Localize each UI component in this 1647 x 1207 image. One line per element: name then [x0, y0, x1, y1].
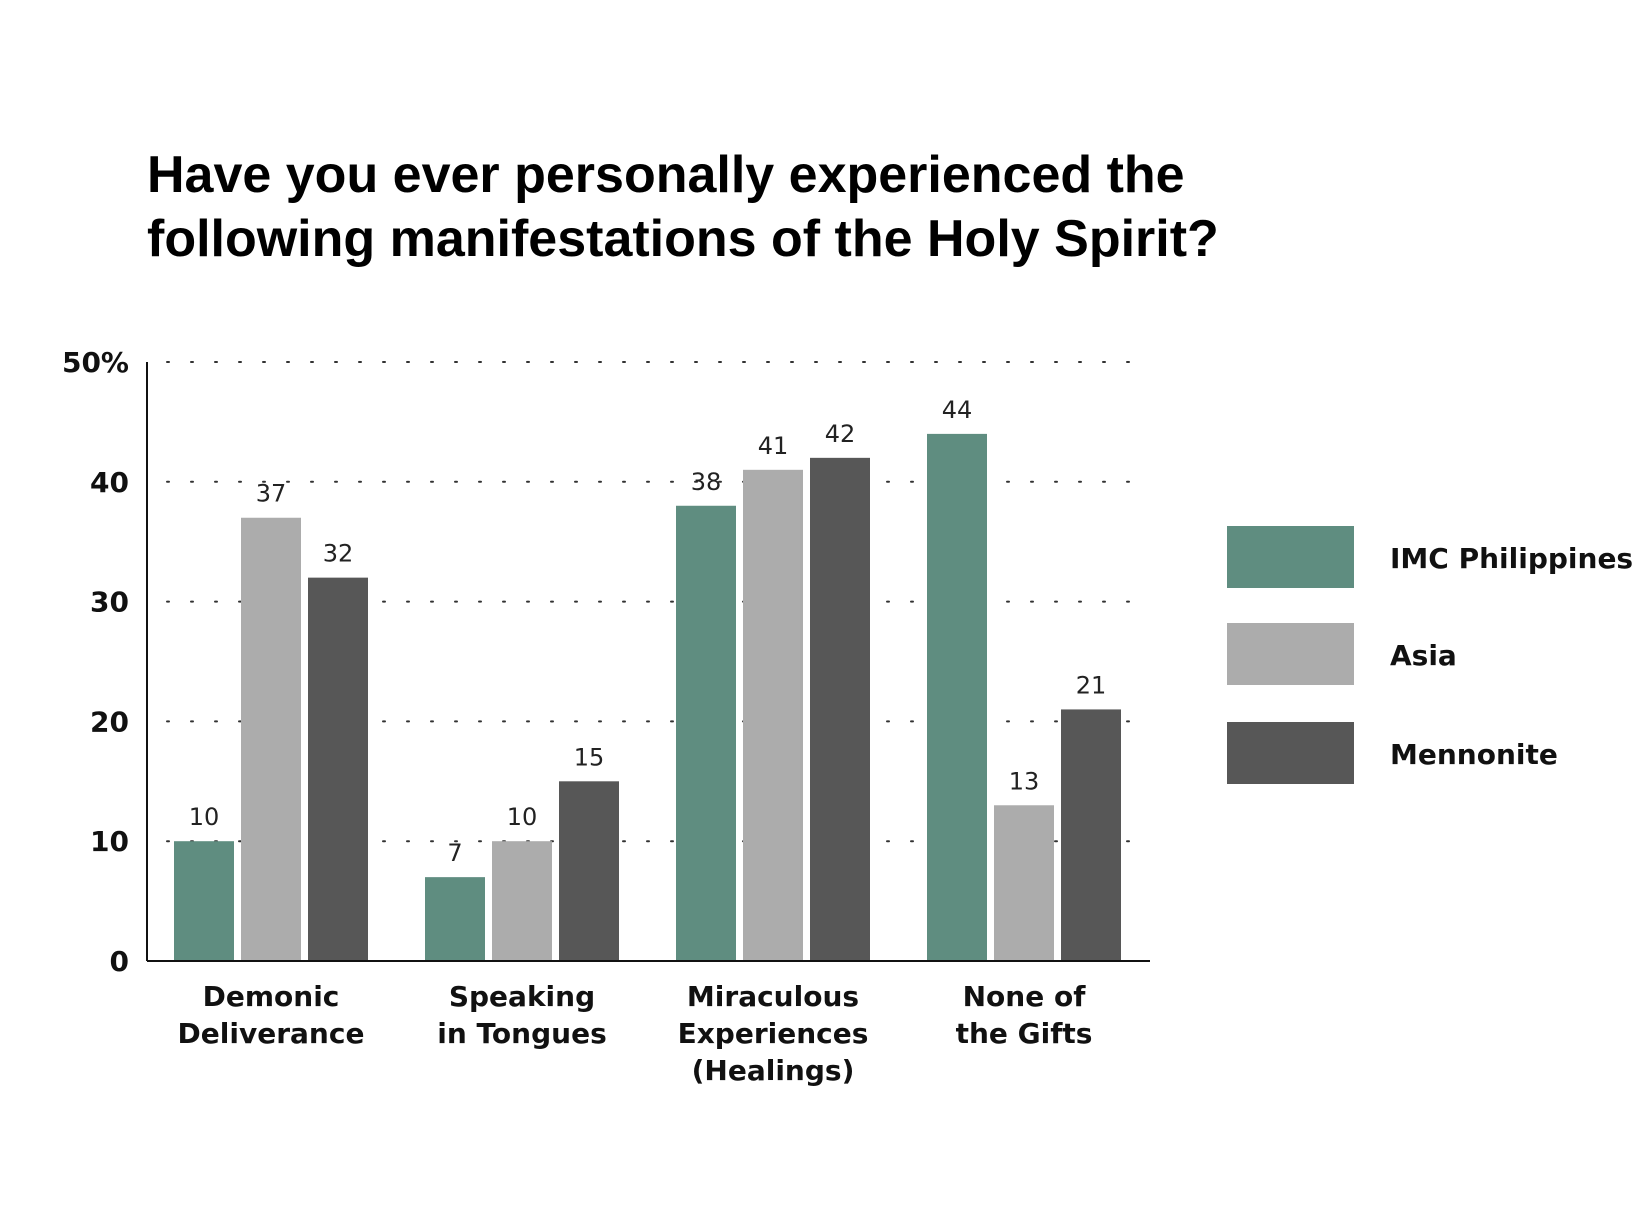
data-label-4-series-1: 44	[942, 396, 973, 424]
bar-4-series-2	[994, 805, 1054, 961]
x-category-label-4-line-1: None of	[963, 980, 1087, 1013]
x-axis-category-labels: Demonic Deliverance Speaking in Tongues Mira…	[178, 980, 1093, 1087]
data-label-3-series-1: 38	[691, 468, 722, 496]
data-label-2-series-2: 10	[507, 803, 538, 831]
x-category-label-1-line-2: Deliverance	[178, 1017, 365, 1050]
x-category-label-3-line-1: Miraculous	[687, 980, 859, 1013]
data-label-3-series-2: 41	[758, 432, 789, 460]
bar-1-series-2	[241, 517, 301, 961]
bar-4-series-3	[1061, 709, 1121, 961]
x-category-label-3-line-3: (Healings)	[692, 1054, 855, 1087]
data-label-2-series-3: 15	[574, 743, 605, 771]
data-label-1-series-3: 32	[323, 540, 354, 568]
legend-label-3: Mennonite	[1390, 738, 1558, 771]
bar-3-series-2	[743, 469, 803, 961]
y-tick-label-1: 10	[90, 825, 129, 858]
data-label-4-series-2: 13	[1009, 767, 1040, 795]
data-labels: 10 37 32 7 10 15 38 41 42 44 13 21	[189, 396, 1107, 867]
legend: IMC Philippines Asia Mennonite	[1227, 526, 1633, 784]
y-tick-label-5: 50%	[62, 346, 129, 379]
data-label-2-series-1: 7	[447, 839, 462, 867]
x-category-label-4-line-2: the Gifts	[956, 1017, 1093, 1050]
bars	[174, 433, 1121, 961]
y-tick-label-2: 20	[90, 705, 129, 738]
data-label-4-series-3: 21	[1076, 671, 1107, 699]
bar-2-series-2	[492, 841, 552, 961]
y-tick-label-4: 40	[90, 466, 129, 499]
y-axis-ticks: 0 10 20 30 40 50%	[62, 346, 129, 978]
legend-swatch-3	[1227, 722, 1354, 784]
legend-swatch-1	[1227, 526, 1354, 588]
y-tick-label-0: 0	[110, 945, 129, 978]
x-category-label-1-line-1: Demonic	[203, 980, 340, 1013]
x-category-label-3-line-2: Experiences	[678, 1017, 869, 1050]
bar-1-series-3	[308, 577, 368, 961]
legend-label-1: IMC Philippines	[1390, 542, 1633, 575]
data-label-3-series-3: 42	[825, 420, 856, 448]
chart-title-line-2: following manifestations of the Holy Spi…	[147, 210, 1219, 268]
y-tick-label-3: 30	[90, 586, 129, 619]
bar-2-series-3	[559, 781, 619, 961]
data-label-1-series-2: 37	[256, 480, 287, 508]
data-label-1-series-1: 10	[189, 803, 220, 831]
legend-swatch-2	[1227, 623, 1354, 685]
x-category-label-2-line-2: in Tongues	[437, 1017, 606, 1050]
bar-3-series-1	[676, 505, 736, 961]
bar-1-series-1	[174, 841, 234, 961]
bar-4-series-1	[927, 433, 987, 961]
x-category-label-2-line-1: Speaking	[449, 980, 595, 1013]
bar-3-series-3	[810, 457, 870, 961]
axes	[146, 362, 1150, 962]
chart-title: Have you ever personally experienced the…	[147, 146, 1219, 268]
legend-label-2: Asia	[1390, 639, 1457, 672]
chart-title-line-1: Have you ever personally experienced the	[147, 146, 1185, 204]
bar-2-series-1	[425, 877, 485, 961]
